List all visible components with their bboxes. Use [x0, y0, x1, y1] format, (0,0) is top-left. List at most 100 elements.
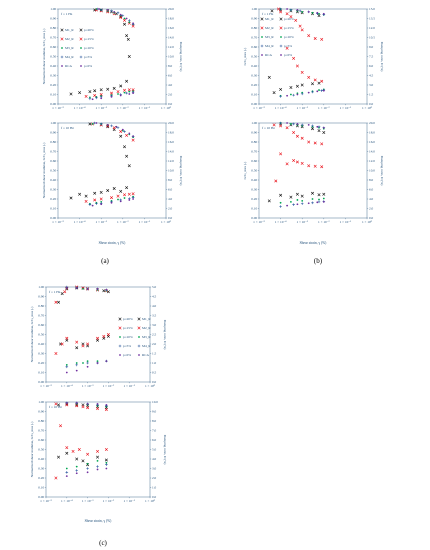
x-tick-label: 1 × 10⁰ — [362, 106, 373, 110]
modulus-point — [86, 406, 90, 410]
y-left-tick-label: 0.80 — [50, 140, 56, 144]
damping-point — [300, 202, 304, 206]
damping-point — [131, 192, 135, 196]
modulus-point — [311, 11, 314, 14]
damping-point — [96, 465, 99, 468]
modulus-point — [121, 14, 125, 17]
damping-point — [75, 362, 78, 364]
modulus-point — [106, 290, 110, 294]
damping-point — [88, 90, 92, 94]
y-right-tick-label: 20.0 — [168, 121, 174, 125]
damping-point — [307, 164, 311, 168]
legend-marker — [280, 36, 282, 38]
x-tick-label: 1 × 10⁻² — [117, 106, 129, 110]
y-right-tick-label: 6.0 — [369, 64, 374, 68]
subplot-2-2: 0.00 0.10 0.20 0.30 0.40 0.50 0.60 0.70 0.80 0.90… — [243, 121, 384, 224]
damping-point — [318, 89, 320, 91]
y-right-tick-label: 7.0 — [152, 429, 157, 433]
modulus-point — [279, 7, 282, 11]
damping-point — [267, 199, 271, 203]
damping-point — [65, 467, 68, 470]
y-left-tick-label: 0.60 — [50, 45, 56, 49]
modulus-point — [110, 124, 113, 128]
damping-point — [81, 344, 85, 348]
damping-point — [84, 199, 88, 203]
y-left-tick-label: 0.20 — [38, 476, 44, 480]
y-left-tick-label: 1.00 — [50, 121, 56, 125]
modulus-point — [125, 154, 129, 158]
modulus-point — [292, 122, 295, 126]
damping-point — [300, 83, 304, 87]
damping-point — [279, 152, 283, 156]
y-right-axis-title: Damping ratio, D (%) — [379, 156, 384, 186]
modulus-point — [307, 140, 311, 144]
damping-point — [93, 89, 97, 93]
x-tick-label: 1 × 10⁻⁴ — [74, 220, 86, 224]
damping-point — [65, 446, 69, 450]
modulus-point — [277, 7, 281, 11]
modulus-point — [82, 288, 84, 290]
damping-point — [112, 187, 116, 191]
modulus-point — [75, 402, 78, 404]
damping-point — [110, 196, 114, 200]
modulus-point — [127, 55, 131, 58]
damping-point — [274, 179, 278, 183]
y-left-tick-label: 0.70 — [50, 150, 56, 154]
legend-entry: p=10% — [123, 335, 133, 339]
legend-entry: p=15% — [284, 26, 294, 30]
x-tick-label: 1 × 10⁻² — [318, 106, 330, 110]
frequency-label: f = 10 Hz — [262, 126, 275, 130]
y-left-tick-label: 0.70 — [251, 36, 257, 40]
legend: M1_R p=20% M2_R p=15% M3_R p=10% M4_R p=5% RCA p=… — [60, 28, 94, 68]
modulus-point — [102, 289, 106, 293]
y-left-tick-label: 0.10 — [38, 371, 44, 375]
plot-frame — [57, 8, 167, 105]
damping-point — [311, 191, 315, 195]
series-RCA — [286, 122, 325, 207]
damping-point — [88, 97, 92, 101]
y-right-tick-label: 3.0 — [152, 467, 157, 471]
panel-label: (a) — [101, 257, 109, 265]
damping-point — [99, 197, 103, 201]
modulus-point — [131, 138, 135, 142]
y-left-tick-label: 0.50 — [251, 169, 257, 173]
modulus-point — [65, 403, 69, 407]
x-tick-label: 1 × 10⁻⁴ — [74, 106, 86, 110]
x-tick-label: 1 × 10⁻⁴ — [275, 106, 287, 110]
legend-entry: M2_R — [142, 326, 151, 330]
y-left-tick-label: 0.90 — [50, 131, 56, 135]
series-M2_R — [84, 122, 135, 203]
legend-marker — [80, 47, 82, 49]
damping-point — [106, 333, 110, 336]
y-left-tick-label: 1.00 — [50, 7, 56, 11]
damping-point — [102, 334, 106, 338]
damping-point — [300, 92, 304, 96]
x-tick-label: 1 × 10⁻³ — [296, 220, 308, 224]
y-right-tick-label: 3.0 — [152, 323, 157, 327]
damping-point — [75, 465, 78, 468]
damping-point — [296, 199, 299, 201]
damping-point — [295, 160, 299, 164]
x-tick-label: 1 × 10⁰ — [161, 220, 172, 224]
series-M4_R — [279, 7, 326, 98]
y-left-axis-title: Normalized shear modulus, G/G_max (-) — [30, 307, 35, 363]
modulus-point — [95, 8, 98, 10]
y-right-tick-label: 5.0 — [152, 448, 157, 452]
chart-panel-2: 0.00 0.10 0.20 0.30 0.40 0.50 0.60 0.70 0.80 0.90… — [243, 7, 384, 265]
y-left-tick-label: 0.90 — [50, 17, 56, 21]
y-right-axis-title: Damping ratio, D (%) — [379, 42, 384, 72]
legend-marker — [61, 65, 63, 67]
legend-marker — [138, 336, 140, 338]
plot-frame — [45, 286, 151, 383]
legend-entry: RCA — [265, 53, 273, 57]
x-tick-label: 1 × 10⁰ — [161, 106, 172, 110]
modulus-point — [125, 133, 129, 137]
y-right-tick-label: 4.5 — [369, 74, 374, 78]
damping-point — [127, 192, 131, 196]
modulus-point — [322, 131, 326, 134]
damping-point — [295, 84, 299, 88]
modulus-point — [307, 10, 310, 13]
y-right-tick-label: 8.0 — [152, 419, 157, 423]
modulus-point — [318, 12, 320, 15]
